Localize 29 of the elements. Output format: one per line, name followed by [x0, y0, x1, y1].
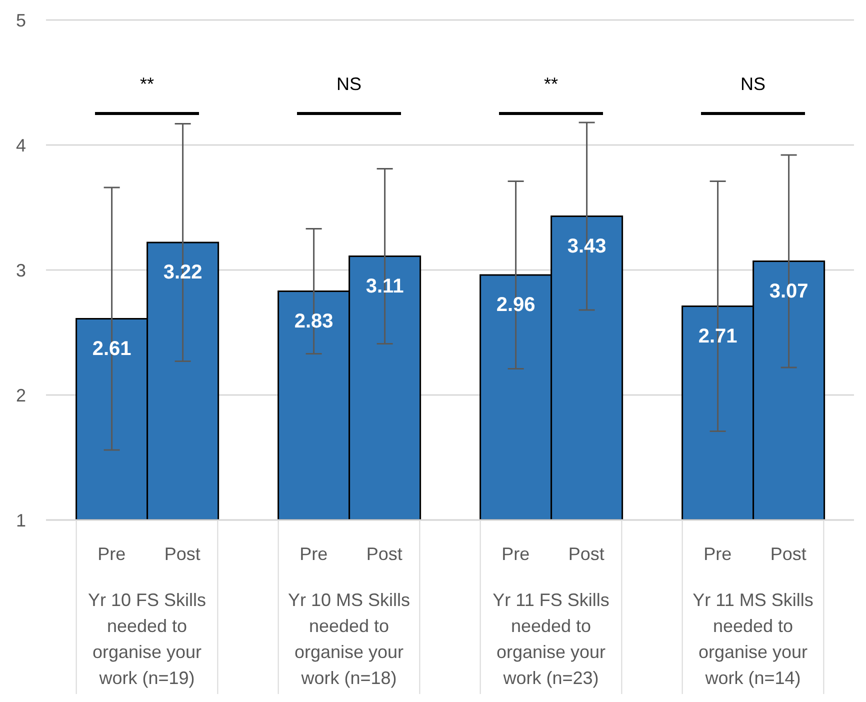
x-tick-label: Yr 10 FS Skills needed to organise your work (n=19)	[88, 590, 206, 688]
data-label: 3.11	[366, 275, 404, 298]
data-label: 2.96	[496, 294, 536, 316]
annotation: **	[138, 73, 155, 95]
annotation: NS	[335, 73, 362, 95]
data-label: 3.07	[769, 280, 808, 302]
data-label: 2.83	[294, 310, 334, 332]
text: Pre	[704, 544, 732, 564]
y-tick-label: 1	[16, 510, 26, 530]
annotation: NS	[739, 73, 766, 95]
data-label: 3.22	[163, 262, 202, 284]
y-tick-label: 5	[16, 10, 26, 30]
data-label: 2.61	[92, 338, 132, 360]
x-tick-label: Yr 10 MS Skills needed to organise your work (n=18)	[288, 590, 410, 688]
text: Pre	[300, 544, 328, 564]
y-tick-label: 4	[16, 135, 26, 156]
series-label: Post	[164, 544, 200, 564]
annotation: **	[542, 73, 559, 95]
text: Post	[568, 544, 604, 564]
data-label: 2.71	[698, 325, 738, 348]
text: Post	[366, 544, 402, 564]
x-tick-label: Yr 11 MS Skills needed to organise your work (n=14)	[692, 590, 814, 688]
text: Pre	[502, 544, 530, 564]
y-tick-label: 2	[16, 385, 26, 406]
text: Post	[770, 544, 806, 564]
series-label: Pre	[98, 544, 126, 564]
y-tick-label: 3	[16, 260, 26, 280]
data-label: 3.43	[567, 235, 606, 258]
x-tick-label: Yr 11 FS Skills needed to organise your work (n=23)	[492, 590, 610, 688]
